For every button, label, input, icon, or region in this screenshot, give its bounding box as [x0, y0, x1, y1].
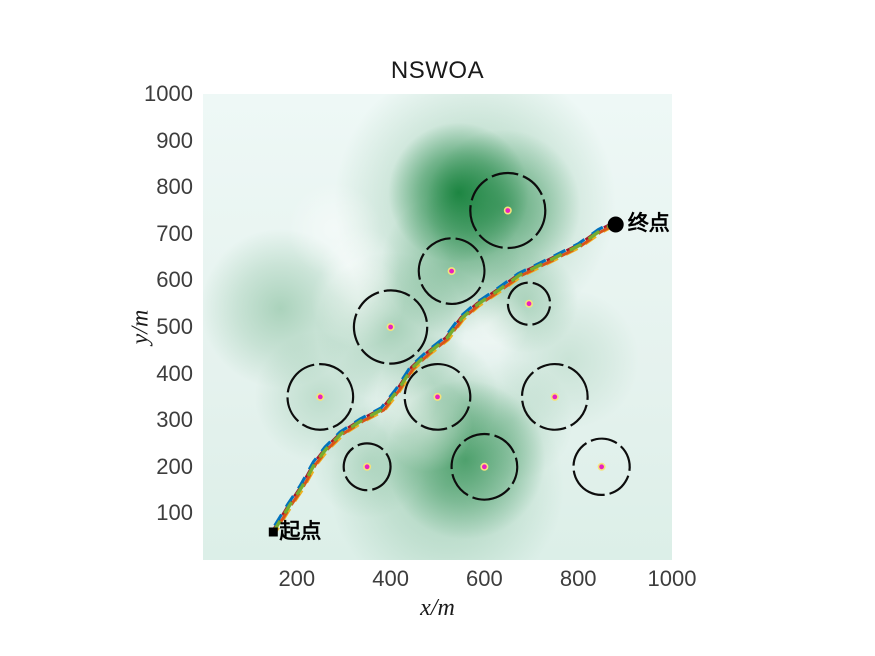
obstacle-circle	[342, 442, 392, 492]
obstacle-circle	[352, 289, 429, 365]
y-tick-label: 600	[156, 267, 193, 293]
end-marker-circle	[607, 216, 624, 233]
plot-region: 起点 终点	[203, 94, 672, 560]
start-marker-square	[268, 527, 278, 537]
y-tick-label: 200	[156, 453, 193, 479]
field-ridge	[362, 361, 438, 437]
x-tick-label: 800	[559, 566, 597, 591]
obstacle-center-dot	[447, 267, 456, 276]
obstacle-center-dot	[524, 299, 533, 308]
y-tick-label: 700	[156, 220, 193, 246]
end-point-label: 终点	[627, 212, 670, 236]
obstacle-center-dot	[316, 392, 325, 401]
x-tick-label: 600	[466, 566, 503, 591]
threat-blob	[451, 359, 574, 482]
y-tick-label: 900	[156, 127, 193, 153]
obstacle-circle	[286, 362, 355, 431]
obstacle-center-dot	[550, 392, 559, 401]
obstacle-center-dot	[597, 462, 606, 471]
field-ridge	[449, 284, 529, 365]
start-point-label: 起点	[279, 520, 322, 544]
y-tick-label: 100	[156, 500, 193, 526]
y-tick-label: 400	[156, 360, 193, 386]
obstacle-center-dot	[503, 206, 512, 215]
obstacle-circle	[403, 362, 472, 431]
plot-title: NSWOA	[390, 57, 485, 84]
path-line-5	[271, 221, 616, 533]
x-tick-label: 200	[278, 566, 316, 591]
x-axis-label: x/m	[420, 595, 455, 621]
y-tick-label: 1000	[144, 81, 193, 106]
plot-area	[203, 94, 672, 560]
y-tick-label: 500	[156, 314, 193, 339]
obstacle-circle	[572, 437, 631, 496]
obstacle-circle	[469, 171, 547, 250]
obstacle-center-dot	[433, 392, 442, 401]
x-tick-label: 400	[372, 566, 409, 591]
obstacle-circle	[417, 237, 486, 305]
obstacle-center-dot	[363, 462, 372, 471]
obstacle-circle	[506, 281, 552, 326]
y-tick-label: 300	[156, 407, 193, 433]
obstacle-center-dot	[386, 323, 395, 332]
obstacle-circle	[450, 432, 519, 501]
path-line-3	[272, 222, 617, 534]
obstacle-center-dot	[480, 462, 489, 471]
x-tick-label: 1000	[647, 566, 697, 591]
y-tick-label: 800	[156, 174, 193, 200]
field-ridge	[310, 254, 405, 349]
obstacle-circle	[520, 362, 589, 431]
